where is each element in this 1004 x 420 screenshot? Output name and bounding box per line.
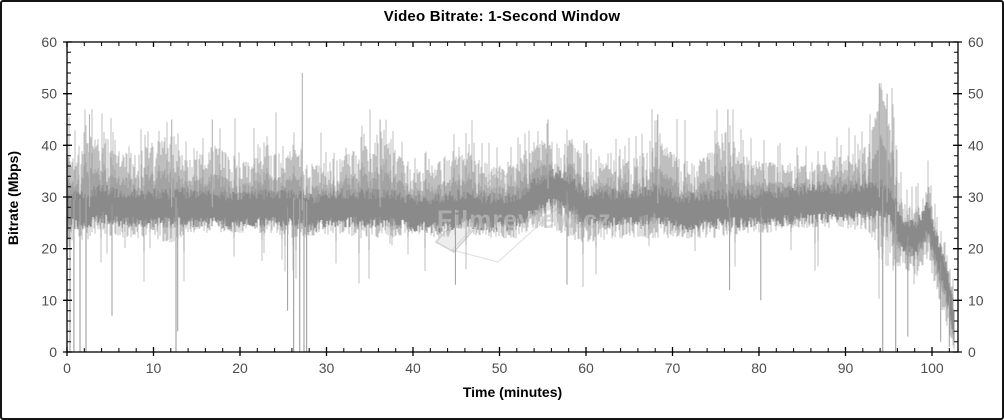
minor-ticks	[67, 42, 958, 352]
major-ticks	[63, 41, 962, 356]
y-tick-label-left: 60	[41, 34, 57, 50]
y-tick-label-left: 50	[41, 86, 57, 102]
x-tick-label: 100	[920, 360, 944, 376]
chart-title: Video Bitrate: 1-Second Window	[383, 8, 621, 25]
x-tick-label: 10	[146, 360, 162, 376]
x-axis-title: Time (minutes)	[462, 384, 563, 400]
x-tick-label: 0	[63, 360, 71, 376]
bitrate-low-spikes	[111, 191, 950, 347]
y-tick-label-left: 20	[41, 241, 57, 257]
x-tick-label: 20	[232, 360, 248, 376]
y-tick-label-left: 10	[41, 292, 57, 308]
y-tick-label-right: 20	[968, 241, 984, 257]
x-tick-label: 70	[665, 360, 681, 376]
y-tick-label-left: 30	[41, 189, 57, 205]
x-tick-label: 40	[405, 360, 421, 376]
y-tick-label-left: 40	[41, 137, 57, 153]
x-tick-label: 30	[319, 360, 335, 376]
y-tick-label-right: 40	[968, 137, 984, 153]
y-tick-label-left: 0	[49, 344, 57, 360]
y-tick-label-right: 50	[968, 86, 984, 102]
x-tick-label: 90	[838, 360, 854, 376]
x-tick-label: 50	[492, 360, 508, 376]
bitrate-zero-drops	[69, 188, 897, 352]
x-tick-label: 80	[751, 360, 767, 376]
y-tick-label-right: 10	[968, 292, 984, 308]
bitrate-peak-spikes	[88, 73, 888, 211]
watermark-text: Filmreview.cz	[437, 206, 612, 234]
y-tick-label-right: 0	[968, 344, 976, 360]
x-tick-label: 60	[578, 360, 594, 376]
y-tick-label-right: 30	[968, 189, 984, 205]
y-tick-label-right: 60	[968, 34, 984, 50]
